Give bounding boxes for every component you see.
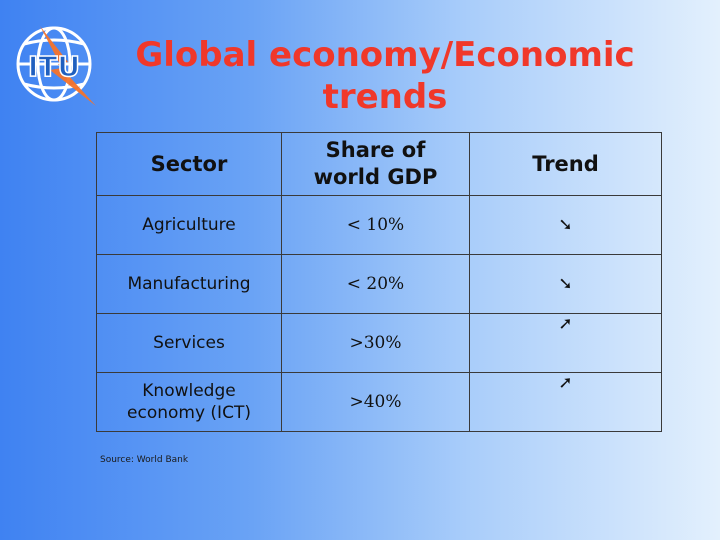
cell-share: >40% [281,372,470,432]
header-share-line-1: Share of [325,138,426,162]
cell-share: < 10% [281,195,470,255]
logo-text: ITU [28,50,80,83]
cell-sector-line-2: economy (ICT) [127,403,251,423]
arrow-up-right-icon: ➚ [469,372,662,432]
title-line-1: Global economy/Economic [135,35,635,75]
economy-trends-table: Sector Share of world GDP Trend Agricult… [96,132,662,432]
table-header-row: Sector Share of world GDP Trend [96,132,662,196]
cell-sector-line-1: Knowledge [142,381,236,401]
table-row: Manufacturing < 20% ➘ [96,254,662,314]
title-line-2: trends [322,77,448,117]
source-note: Source: World Bank [100,455,189,465]
cell-share: >30% [281,313,470,373]
table-row: Services >30% ➚ [96,313,662,373]
header-trend: Trend [469,132,662,196]
cell-sector: Knowledge economy (ICT) [96,372,282,432]
cell-share: < 20% [281,254,470,314]
table-row: Knowledge economy (ICT) >40% ➚ [96,372,662,432]
table-row: Agriculture < 10% ➘ [96,195,662,255]
slide-title: Global economy/Economic trends [110,34,660,118]
cell-sector: Manufacturing [96,254,282,314]
arrow-down-right-icon: ➘ [469,195,662,255]
cell-sector: Services [96,313,282,373]
itu-logo: ITU [10,14,102,110]
arrow-up-right-icon: ➚ [469,313,662,373]
itu-logo-icon: ITU [16,26,96,106]
header-share-line-2: world GDP [313,165,438,189]
header-share: Share of world GDP [281,132,470,196]
cell-sector: Agriculture [96,195,282,255]
header-sector: Sector [96,132,282,196]
arrow-down-right-icon: ➘ [469,254,662,314]
